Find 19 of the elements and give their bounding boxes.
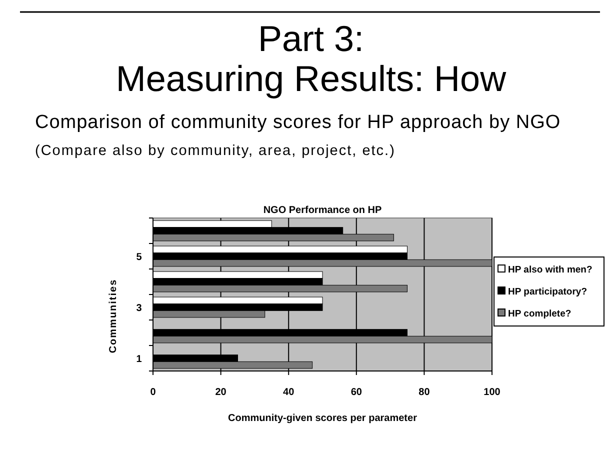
x-tick-label: 40	[283, 387, 295, 398]
x-tick-label: 60	[350, 387, 362, 398]
y-tick-label: 5	[136, 252, 142, 263]
x-tick-label: 20	[215, 387, 227, 398]
x-tick-label: 0	[150, 387, 156, 398]
y-tick-label: 1	[136, 354, 142, 365]
y-axis-title: Communities	[108, 278, 119, 354]
chart-subtitle: Comparison of community scores for HP approach by NGO	[35, 112, 561, 133]
legend-label: HP participatory?	[508, 286, 588, 298]
legend-label: HP also with men?	[508, 264, 592, 276]
y-tick-label: 3	[136, 302, 142, 314]
chart-title: NGO Performance on HP	[263, 205, 382, 216]
x-axis-title: Community-given scores per parameter	[228, 413, 418, 424]
x-tick-label: 80	[418, 387, 430, 398]
text: (Compare also by community, area, project, etc.)	[35, 143, 396, 159]
text: Measuring Results: How	[116, 58, 508, 99]
legend-label: HP complete?	[508, 308, 572, 320]
text: Part 3:	[258, 18, 364, 59]
x-tick-label: 100	[484, 387, 501, 398]
